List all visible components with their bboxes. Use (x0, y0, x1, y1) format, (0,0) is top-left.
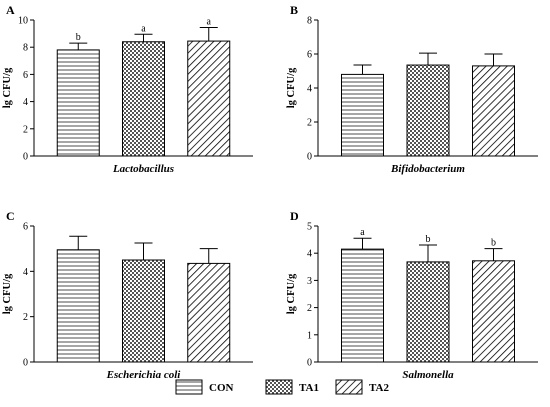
chart-panel-a: A 0 2 4 6 8 10 lg CFU/g Lactobacillus b a a (2, 3, 253, 175)
y-tick-label: 4 (23, 267, 28, 278)
x-axis-label: Escherichia coli (106, 369, 182, 381)
significance-letter: a (141, 23, 146, 34)
bar-con (56, 249, 100, 363)
legend-item-ta2: TA2 (335, 379, 389, 395)
x-axis-label: Bifidobacterium (390, 163, 465, 175)
y-axis-label: lg CFU/g (286, 67, 297, 108)
bar-ta1 (406, 64, 450, 157)
y-axis-label: lg CFU/g (2, 273, 13, 314)
bar-con (56, 49, 100, 157)
y-tick-label: 8 (307, 16, 312, 27)
y-tick-label: 6 (307, 50, 312, 61)
bar-ta1 (122, 259, 165, 363)
panel-letter: C (6, 209, 15, 223)
legend-item-ta1: TA1 (265, 379, 319, 395)
legend-swatch (335, 379, 363, 395)
chart-panel-c: C 0 2 4 6 lg CFU/g Escherichia coli (2, 209, 253, 381)
y-tick-label: 3 (307, 276, 312, 287)
significance-letter: a (360, 227, 365, 238)
panel-letter: B (290, 3, 298, 17)
y-tick-label: 2 (307, 118, 312, 129)
significance-letter: b (491, 238, 496, 249)
y-tick-label: 0 (23, 358, 28, 369)
y-tick-label: 8 (23, 43, 28, 54)
panel-letter: D (290, 209, 299, 223)
y-tick-label: 5 (307, 222, 312, 233)
legend: CON TA1 TA2 (175, 379, 389, 395)
bar-con (341, 73, 384, 157)
legend-label: TA1 (299, 382, 319, 394)
bar-con (341, 248, 384, 363)
y-tick-label: 0 (307, 152, 312, 163)
y-tick-label: 4 (23, 97, 28, 108)
y-tick-label: 2 (23, 312, 28, 323)
significance-letter: b (426, 234, 431, 245)
y-tick-label: 10 (18, 16, 28, 27)
bar-ta1 (122, 41, 165, 157)
y-tick-label: 6 (23, 222, 28, 233)
x-axis-label: Lactobacillus (112, 163, 174, 175)
bar-ta1 (406, 261, 450, 363)
panel-letter: A (6, 3, 15, 17)
chart-panel-b: B 0 2 4 6 8 lg CFU/g Bifidobacterium (286, 3, 538, 175)
legend-label: TA2 (369, 382, 389, 394)
y-tick-label: 2 (307, 303, 312, 314)
legend-item-con: CON (175, 379, 234, 395)
y-tick-label: 2 (23, 124, 28, 135)
y-tick-label: 4 (307, 249, 312, 260)
significance-letter: b (76, 32, 81, 43)
legend-swatch (265, 379, 293, 395)
y-tick-label: 6 (23, 70, 28, 81)
y-tick-label: 4 (307, 84, 312, 95)
bar-ta2 (187, 40, 231, 157)
y-tick-label: 0 (23, 152, 28, 163)
y-tick-label: 0 (307, 358, 312, 369)
chart-panel-d: D 0 1 2 3 4 5 lg CFU/g Salmonella a b b (286, 209, 538, 381)
y-axis-label: lg CFU/g (286, 273, 297, 314)
x-axis-label: Salmonella (402, 369, 454, 381)
bar-ta2 (472, 260, 515, 363)
legend-label: CON (209, 382, 234, 394)
legend-swatch (175, 379, 203, 395)
bar-ta2 (472, 65, 515, 157)
y-tick-label: 1 (307, 330, 312, 341)
y-axis-label: lg CFU/g (2, 67, 13, 108)
significance-letter: a (207, 16, 212, 27)
bar-ta2 (187, 262, 231, 363)
